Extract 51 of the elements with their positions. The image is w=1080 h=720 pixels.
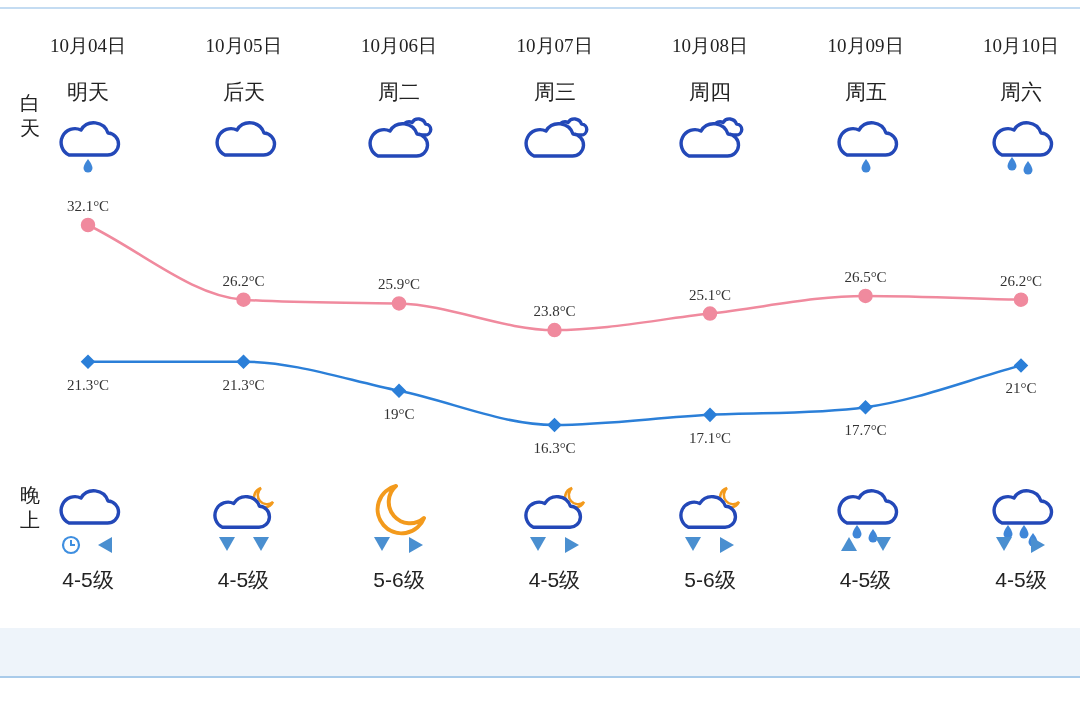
text: 晚上 bbox=[20, 484, 40, 532]
data-label: 21.3°C bbox=[222, 376, 265, 393]
data-label: 26.5°C bbox=[844, 268, 887, 285]
data-label: 17.1°C bbox=[688, 429, 732, 446]
text: 4-5级 bbox=[217, 567, 270, 591]
text: 5-6级 bbox=[684, 567, 736, 591]
text: 明天 bbox=[67, 79, 109, 104]
x-tick-label: 10月06日 bbox=[361, 34, 437, 56]
point bbox=[703, 408, 717, 422]
point bbox=[236, 292, 251, 307]
data-label: 26.2°C bbox=[222, 272, 265, 289]
text: 4-5级 bbox=[839, 567, 892, 591]
point bbox=[236, 354, 251, 369]
x-tick-label: 10月10日 bbox=[983, 34, 1059, 56]
point bbox=[81, 354, 95, 369]
text: 白天 bbox=[20, 92, 40, 140]
point bbox=[702, 306, 718, 321]
data-label: 16.3°C bbox=[533, 439, 576, 456]
x-tick-label: 10月05日 bbox=[205, 34, 282, 56]
x-tick-label: 10月09日 bbox=[827, 34, 904, 56]
x-tick-label: 10月08日 bbox=[672, 34, 748, 56]
point bbox=[1013, 292, 1029, 307]
data-label: 19°C bbox=[383, 405, 415, 422]
point bbox=[547, 322, 562, 338]
data-label: 21°C bbox=[1005, 380, 1037, 397]
point bbox=[391, 296, 407, 311]
text: 周二 bbox=[378, 79, 420, 104]
data-label: 21.3°C bbox=[66, 376, 110, 393]
text: 周四 bbox=[689, 79, 731, 104]
text: 周五 bbox=[844, 79, 887, 104]
x-tick-label: 10月07日 bbox=[516, 34, 593, 56]
data-label: 32.1°C bbox=[66, 197, 110, 214]
text: 4-5级 bbox=[62, 567, 114, 591]
data-label: 17.7°C bbox=[844, 422, 887, 439]
text: 周三 bbox=[533, 79, 576, 104]
data-label: 25.1°C bbox=[688, 286, 732, 303]
point bbox=[858, 288, 873, 304]
text: 4-5级 bbox=[528, 567, 581, 591]
text: 周六 bbox=[1000, 79, 1042, 104]
point bbox=[858, 400, 873, 415]
text: 后天 bbox=[222, 79, 265, 104]
point bbox=[80, 217, 96, 233]
data-label: 26.2°C bbox=[999, 272, 1043, 289]
point bbox=[1014, 358, 1028, 373]
text: 5-6级 bbox=[373, 567, 425, 591]
x-tick-label: 10月04日 bbox=[50, 34, 126, 56]
data-label: 25.9°C bbox=[377, 276, 421, 293]
point bbox=[547, 418, 562, 432]
point bbox=[392, 384, 406, 398]
data-label: 23.8°C bbox=[533, 303, 576, 319]
text: 4-5级 bbox=[995, 567, 1047, 591]
